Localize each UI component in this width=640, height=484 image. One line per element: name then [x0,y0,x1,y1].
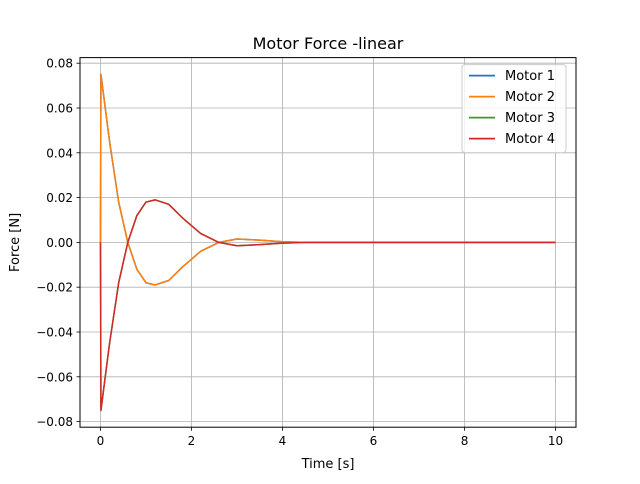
x-tick-label: 0 [97,434,105,448]
legend-label: Motor 1 [505,69,555,84]
y-tick-label: 0.00 [46,236,73,250]
y-tick-label: 0.08 [46,57,73,71]
x-tick-label: 2 [188,434,196,448]
series-line-motor-4 [99,199,556,412]
legend: Motor 1 Motor 2 Motor 3 Motor 4 [461,64,567,154]
x-tick-label: 10 [548,434,563,448]
y-axis-label: Force [N] [8,213,23,272]
legend-label: Motor 3 [505,111,555,126]
x-tick-label: 8 [461,434,469,448]
y-tick-label: 0.02 [46,191,73,205]
ticks-layer: 0 2 4 6 8 10 −0.08 −0.06 −0.04 −0.02 0.00 0.02 0.04 0… [36,57,563,449]
chart-title: Motor Force -linear [253,34,404,53]
x-tick-label: 4 [279,434,287,448]
y-tick-label: −0.04 [36,326,73,340]
legend-frame [461,64,567,154]
y-tick-label: −0.02 [36,281,73,295]
series-layer [99,73,556,412]
legend-label: Motor 4 [505,132,555,147]
y-tick-label: −0.06 [36,370,73,384]
y-tick-label: −0.08 [36,415,73,429]
x-axis-label: Time [s] [301,457,355,472]
y-tick-label: 0.06 [46,102,73,116]
y-tick-label: 0.04 [46,146,73,160]
legend-label: Motor 2 [505,90,555,105]
x-tick-label: 6 [370,434,378,448]
